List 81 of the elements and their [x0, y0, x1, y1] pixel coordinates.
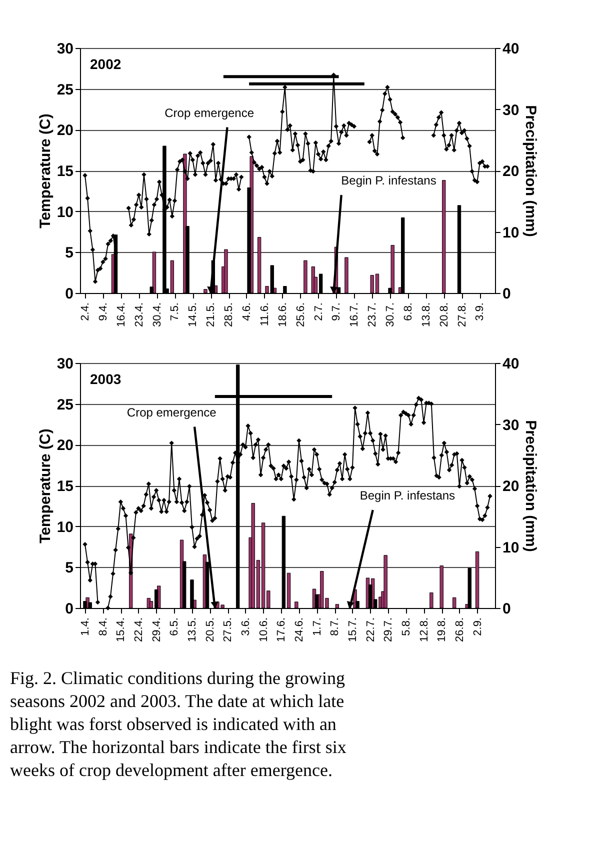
x-tick-label: 16.7.	[348, 302, 361, 327]
x-tick-label: 16.4.	[115, 302, 128, 327]
text: 2003	[90, 371, 122, 387]
y-tick-label: 0	[65, 600, 74, 618]
y2-tick-label: 10	[502, 539, 520, 556]
annotation: Crop emergence	[126, 405, 217, 420]
y2-axis-title: Precipitation (mm)	[522, 420, 540, 552]
x-tick-label: 18.6.	[276, 302, 289, 327]
y2-tick-label: 10	[502, 224, 520, 242]
y-axis-title: Temperature (C)	[36, 114, 54, 228]
y2-tick-label: 0	[502, 600, 511, 618]
x-tick-label: 11.6.	[258, 302, 271, 326]
x-tick-label: 13.8.	[420, 302, 432, 327]
x-tick-label: 27.8.	[456, 302, 468, 327]
y-axis-title: Temperature (C)	[36, 428, 54, 544]
y-tick-label: 20	[56, 437, 74, 454]
x-tick-label: 4.6.	[240, 302, 253, 321]
x-tick-label: 22.4.	[132, 618, 145, 642]
x-tick-label: 7.5.	[169, 302, 182, 321]
y-tick-label: 0	[65, 286, 74, 302]
x-tick-label: 13.5.	[186, 618, 198, 642]
x-tick-label: 28.5.	[223, 302, 236, 327]
x-tick-label: 6.5.	[168, 618, 181, 636]
x-tick-label: 23.7.	[366, 302, 379, 327]
y-tick-label: 25	[56, 81, 74, 98]
x-tick-label: 5.8.	[400, 618, 412, 636]
x-tick-label: 17.6.	[276, 618, 288, 642]
x-tick-label: 21.5.	[205, 302, 218, 327]
x-tick-label: 2.9.	[472, 618, 484, 636]
x-tick-label: 1.7.	[311, 618, 324, 636]
x-tick-label: 14.5.	[187, 302, 200, 327]
y2-tick-label: 20	[502, 163, 520, 180]
y2-tick-label: 40	[502, 356, 520, 372]
y-tick-label: 20	[56, 122, 74, 140]
x-tick-label: 19.8.	[436, 618, 448, 642]
x-tick-label: 10.6.	[258, 618, 270, 642]
annotation: Begin P. infestans	[341, 174, 436, 188]
y2-tick-label: 30	[502, 102, 520, 119]
x-tick-label: 22.7.	[364, 618, 377, 642]
y-tick-label: 15	[56, 478, 74, 495]
x-tick-label: 2.4.	[80, 302, 92, 321]
y2-tick-label: 0	[502, 286, 511, 302]
y-tick-label: 5	[65, 244, 74, 262]
y-tick-label: 30	[56, 40, 74, 58]
annotation: Crop emergence	[164, 106, 254, 120]
y-tick-label: 25	[56, 396, 74, 414]
x-tick-label: 25.6.	[294, 302, 307, 327]
x-tick-label: 23.4.	[133, 302, 146, 327]
x-tick-label: 2.7.	[312, 302, 325, 321]
x-tick-label: 3.6.	[240, 618, 252, 636]
y-tick-label: 5	[65, 560, 74, 577]
y-tick-label: 10	[56, 204, 74, 221]
y2-tick-label: 20	[502, 478, 520, 495]
y2-tick-label: 30	[502, 416, 520, 434]
x-tick-label: 9.4.	[97, 302, 110, 321]
x-tick-label: 3.9.	[474, 302, 486, 321]
x-tick-label: 30.7.	[384, 302, 397, 327]
x-tick-label: 12.8.	[418, 618, 430, 642]
x-tick-label: 20.8.	[438, 302, 450, 327]
x-tick-label: 9.7.	[330, 302, 343, 321]
x-tick-label: 8.4.	[97, 618, 110, 636]
x-tick-label: 27.5.	[222, 618, 234, 642]
y2-tick-label: 40	[502, 40, 520, 58]
x-tick-label: 20.5.	[204, 618, 216, 642]
y-tick-label: 15	[56, 163, 74, 180]
x-tick-label: 6.8.	[402, 302, 414, 321]
x-tick-label: 30.4.	[151, 302, 164, 327]
x-tick-label: 24.6.	[293, 618, 306, 642]
x-tick-label: 29.4.	[150, 618, 163, 642]
x-tick-label: 26.8.	[454, 618, 466, 642]
annotation: Begin P. infestans	[360, 488, 456, 503]
text: 2002	[90, 56, 122, 72]
x-tick-label: 15.7.	[346, 618, 359, 642]
y2-axis-title: Precipitation (mm)	[522, 105, 540, 237]
x-tick-label: 1.4.	[80, 618, 92, 636]
y-tick-label: 30	[56, 356, 74, 372]
caption: Fig. 2. Climatic conditions during the growing seasons 2002 and 2003. The date at which late blight was forst observed is indicated with an arrow. The horizontal bars indicate the first six weeks of crop development after emergence.	[10, 668, 346, 780]
x-tick-label: 29.7.	[382, 618, 395, 642]
y-tick-label: 10	[56, 518, 74, 536]
x-tick-label: 15.4.	[115, 618, 128, 642]
x-tick-label: 8.7.	[329, 618, 342, 636]
